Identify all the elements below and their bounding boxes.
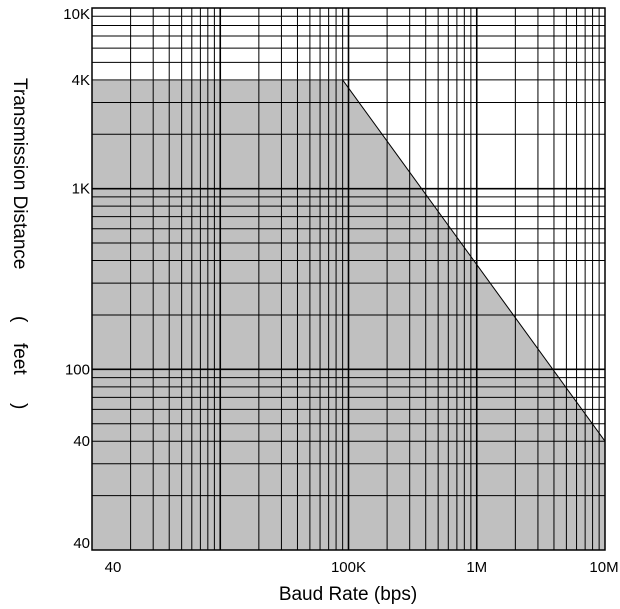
x-tick-label: 40 (105, 559, 122, 576)
y-axis-title-part: ( (9, 316, 30, 323)
y-axis-title-part: feet (9, 343, 30, 375)
y-tick-label: 100 (65, 361, 90, 378)
y-axis-title-part: Transmission Distance (9, 78, 30, 269)
y-tick-label: 4K (72, 72, 90, 89)
y-tick-labels: 40 40 100 1K 4K 10K (63, 6, 90, 552)
y-tick-label: 10K (63, 6, 90, 23)
x-tick-label: 100K (331, 559, 366, 576)
y-tick-label: 40 (73, 535, 90, 552)
y-tick-label: 40 (73, 433, 90, 450)
x-axis-title: Baud Rate (bps) (279, 584, 417, 605)
x-tick-labels: 40 100K 1M 10M (105, 559, 619, 576)
y-tick-label: 1K (72, 181, 90, 198)
y-axis-title-part: ) (9, 403, 30, 409)
y-axis-title: Transmission Distance ( feet) (9, 78, 30, 409)
x-tick-label: 1M (466, 559, 487, 576)
plot-frame (91, 7, 606, 551)
x-tick-label: 10M (589, 559, 618, 576)
distance-limit-line (342, 79, 606, 442)
